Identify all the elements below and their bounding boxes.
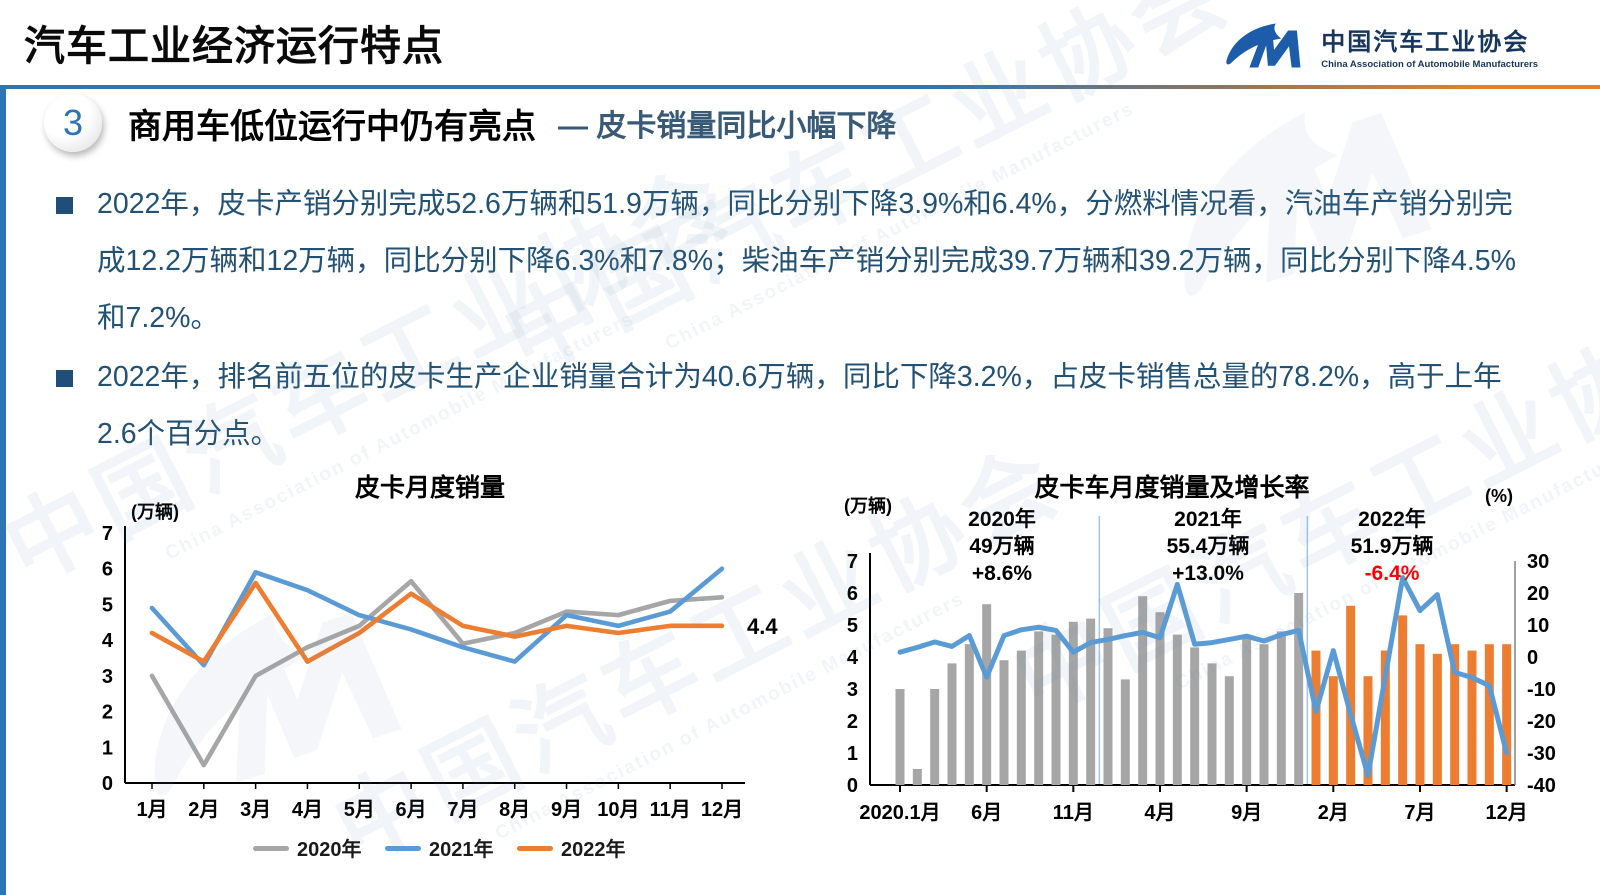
section-heading: 商用车低位运行中仍有亮点	[128, 107, 536, 146]
svg-text:4月: 4月	[292, 799, 323, 821]
svg-text:10: 10	[1527, 615, 1549, 637]
pickup-monthly-sales-line-chart: 皮卡月度销量 (万辆) 0 1 2 3 4 5 6 7 1月 2月 3月 4月 5月 6月 7月 8月 9月 10月 1…	[85, 468, 785, 880]
bullet-text: 2022年，皮卡产销分别完成52.6万辆和51.9万辆，同比分别下降3.9%和6…	[97, 188, 1516, 334]
bullet-marker	[56, 197, 73, 214]
svg-text:2: 2	[847, 711, 858, 733]
svg-text:6: 6	[102, 559, 113, 581]
svg-text:2020年: 2020年	[297, 837, 362, 861]
svg-text:2: 2	[102, 702, 113, 724]
svg-text:-20: -20	[1527, 711, 1556, 733]
svg-text:2020.1月: 2020.1月	[859, 802, 940, 824]
svg-text:11月: 11月	[1053, 802, 1094, 824]
svg-text:11月: 11月	[650, 799, 691, 821]
svg-text:2月: 2月	[1318, 802, 1349, 824]
svg-text:9月: 9月	[1231, 802, 1262, 824]
svg-text:8月: 8月	[499, 799, 530, 821]
caam-logo-text: 中国汽车工业协会 China Association of Automobile…	[1321, 22, 1538, 70]
svg-text:2022年: 2022年	[561, 837, 626, 861]
svg-text:30: 30	[1527, 551, 1549, 573]
svg-text:4.4: 4.4	[747, 614, 778, 639]
bullet-item: 2022年，皮卡产销分别完成52.6万辆和51.9万辆，同比分别下降3.9%和6…	[56, 176, 1536, 347]
svg-text:3: 3	[847, 679, 858, 701]
logo-name-en: China Association of Automobile Manufact…	[1321, 58, 1538, 70]
section-number: 3	[62, 102, 84, 143]
svg-text:3: 3	[102, 666, 113, 688]
bullet-text: 2022年，排名前五位的皮卡生产企业销量合计为40.6万辆，同比下降3.2%，占…	[97, 361, 1502, 450]
svg-text:7: 7	[847, 551, 858, 573]
svg-text:5: 5	[102, 594, 113, 616]
svg-text:2022年: 2022年	[1358, 507, 1426, 531]
svg-text:1: 1	[102, 737, 113, 759]
svg-text:4月: 4月	[1144, 802, 1175, 824]
svg-text:9月: 9月	[551, 799, 582, 821]
svg-text:10月: 10月	[597, 799, 639, 821]
svg-text:1: 1	[847, 743, 858, 765]
svg-text:-30: -30	[1527, 743, 1556, 765]
svg-text:3月: 3月	[240, 799, 271, 821]
svg-text:2021年: 2021年	[429, 837, 494, 861]
bullet-item: 2022年，排名前五位的皮卡生产企业销量合计为40.6万辆，同比下降3.2%，占…	[56, 349, 1536, 463]
svg-text:2021年: 2021年	[1174, 507, 1242, 531]
svg-text:-6.4%: -6.4%	[1365, 562, 1420, 585]
page-title: 汽车工业经济运行特点	[24, 23, 444, 69]
caam-logo-icon	[1226, 23, 1301, 68]
svg-text:(万辆): (万辆)	[131, 501, 179, 522]
section-headline: 3 商用车低位运行中仍有亮点 — 皮卡销量同比小幅下降	[44, 94, 896, 152]
svg-text:49万辆: 49万辆	[969, 534, 1034, 558]
svg-text:12月: 12月	[1486, 802, 1528, 824]
svg-text:皮卡车月度销量及增长率: 皮卡车月度销量及增长率	[1034, 473, 1309, 502]
svg-text:51.9万辆: 51.9万辆	[1351, 534, 1434, 558]
svg-text:7: 7	[102, 523, 113, 545]
svg-text:皮卡月度销量: 皮卡月度销量	[355, 473, 505, 502]
svg-text:2月: 2月	[188, 799, 219, 821]
svg-text:7月: 7月	[1404, 802, 1435, 824]
svg-text:7月: 7月	[447, 799, 478, 821]
svg-text:5月: 5月	[344, 799, 375, 821]
svg-text:4: 4	[847, 647, 859, 669]
svg-text:6: 6	[847, 583, 858, 605]
svg-text:+8.6%: +8.6%	[972, 562, 1032, 585]
svg-text:+13.0%: +13.0%	[1172, 562, 1244, 585]
svg-text:(万辆): (万辆)	[844, 495, 892, 516]
svg-text:(%): (%)	[1485, 486, 1513, 506]
svg-text:5: 5	[847, 615, 858, 637]
bullet-marker	[56, 370, 73, 387]
logo-name-cn: 中国汽车工业协会	[1321, 28, 1530, 56]
svg-text:0: 0	[1527, 647, 1538, 669]
svg-text:-10: -10	[1527, 679, 1556, 701]
svg-text:4: 4	[102, 630, 114, 652]
svg-text:6月: 6月	[396, 799, 427, 821]
svg-text:6月: 6月	[971, 802, 1002, 824]
header-divider	[0, 85, 1600, 89]
svg-text:-40: -40	[1527, 775, 1556, 797]
svg-text:55.4万辆: 55.4万辆	[1167, 534, 1250, 558]
svg-text:20: 20	[1527, 583, 1549, 605]
section-subheading: — 皮卡销量同比小幅下降	[558, 110, 897, 143]
svg-text:0: 0	[847, 775, 858, 797]
svg-text:1月: 1月	[136, 799, 167, 821]
left-accent-bar	[0, 89, 6, 895]
section-number-badge: 3	[44, 94, 102, 152]
pickup-sales-growth-combo-chart: 皮卡车月度销量及增长率 (万辆) (%) 0 1 2 3 4 5 6 7 -40 -30 -20 -10 0 1…	[820, 468, 1600, 880]
bullet-list: 2022年，皮卡产销分别完成52.6万辆和51.9万辆，同比分别下降3.9%和6…	[56, 176, 1536, 465]
svg-text:2020年: 2020年	[968, 507, 1036, 531]
svg-text:12月: 12月	[701, 799, 743, 821]
caam-logo: 中国汽车工业协会 China Association of Automobile…	[1223, 18, 1538, 73]
svg-text:0: 0	[102, 773, 113, 795]
